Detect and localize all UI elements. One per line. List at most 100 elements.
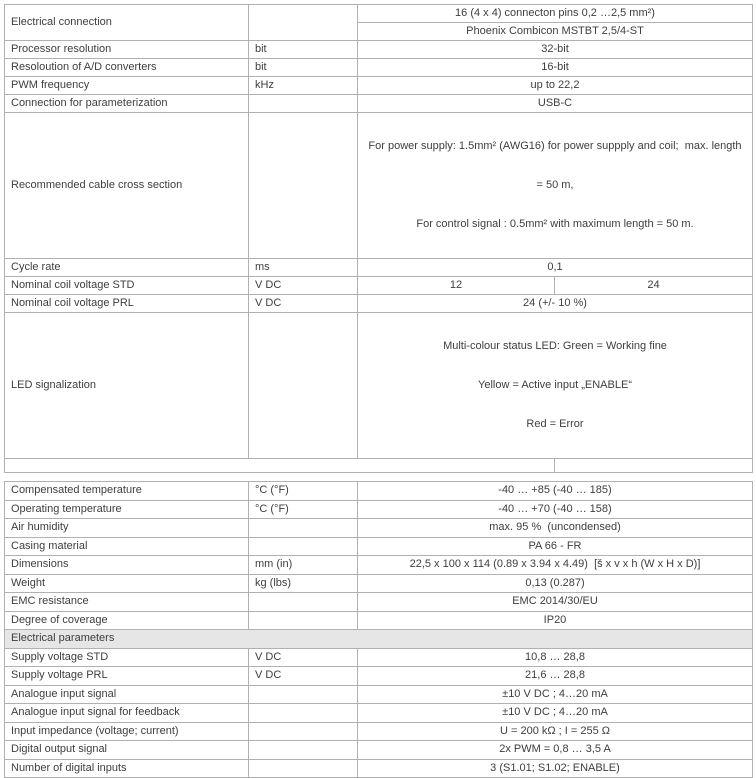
value-electrical-connection-pins: 16 (4 x 4) connecton pins 0,2 …2,5 mm²) bbox=[357, 4, 753, 23]
unit-dimensions: mm (in) bbox=[248, 555, 358, 575]
value-input-impedance: U = 200 kΩ ; I = 255 Ω bbox=[357, 721, 753, 741]
value-pwm-frequency: up to 22,2 bbox=[357, 76, 753, 95]
value-casing-material: PA 66 - FR bbox=[357, 536, 753, 556]
section-header-row: Electrical parameters bbox=[4, 629, 753, 649]
unit-cable-cross-section bbox=[248, 112, 358, 259]
unit-analogue-input-feedback bbox=[248, 703, 358, 723]
value-cycle-rate: 0,1 bbox=[357, 258, 753, 277]
label-coil-voltage-std: Nominal coil voltage STD bbox=[4, 276, 249, 295]
table-row-empty bbox=[4, 458, 753, 473]
value-processor-resolution: 32-bit bbox=[357, 40, 753, 59]
table-row: Cycle rate ms 0,1 bbox=[4, 258, 753, 277]
cable-cross-section-line: For power supply: 1.5mm² (AWG16) for pow… bbox=[368, 140, 742, 152]
unit-led-signalization bbox=[248, 312, 358, 459]
label-led-signalization: LED signalization bbox=[4, 312, 249, 459]
table-row: Digital output signal 2x PWM = 0,8 … 3,5… bbox=[4, 740, 753, 760]
specs-table-bottom: Compensated temperature °C (°F) -40 … +8… bbox=[4, 481, 753, 778]
unit-digital-inputs bbox=[248, 758, 358, 778]
led-signalization-line: Red = Error bbox=[526, 418, 584, 430]
value-led-signalization: Multi-colour status LED: Green = Working… bbox=[357, 312, 753, 459]
table-row: Degree of coverage IP20 bbox=[4, 610, 753, 630]
value-dimensions: 22,5 x 100 x 114 (0.89 x 3.94 x 4.49) [š… bbox=[357, 555, 753, 575]
value-coil-voltage-std-12: 12 bbox=[357, 276, 555, 295]
table-row: Weight kg (lbs) 0,13 (0.287) bbox=[4, 573, 753, 593]
table-row: Recommended cable cross section For powe… bbox=[4, 112, 753, 259]
unit-electrical-connection bbox=[248, 4, 358, 41]
cable-cross-section-line: = 50 m, bbox=[536, 179, 574, 191]
table-row: Resoloution of A/D converters bit 16-bit bbox=[4, 58, 753, 77]
table-row: Compensated temperature °C (°F) -40 … +8… bbox=[4, 481, 753, 501]
unit-processor-resolution: bit bbox=[248, 40, 358, 59]
table-row: Analogue input signal ±10 V DC ; 4…20 mA bbox=[4, 684, 753, 704]
unit-digital-output bbox=[248, 740, 358, 760]
table-row: PWM frequency kHz up to 22,2 bbox=[4, 76, 753, 95]
label-analogue-input-feedback: Analogue input signal for feedback bbox=[4, 703, 249, 723]
unit-weight: kg (lbs) bbox=[248, 573, 358, 593]
value-analogue-input: ±10 V DC ; 4…20 mA bbox=[357, 684, 753, 704]
table-row: EMC resistance EMC 2014/30/EU bbox=[4, 592, 753, 612]
label-air-humidity: Air humidity bbox=[4, 518, 249, 538]
value-ad-converter-resolution: 16-bit bbox=[357, 58, 753, 77]
value-coil-voltage-prl: 24 (+/- 10 %) bbox=[357, 294, 753, 313]
unit-supply-voltage-prl: V DC bbox=[248, 666, 358, 686]
table-row: Supply voltage STD V DC 10,8 … 28,8 bbox=[4, 647, 753, 667]
table-row: Supply voltage PRL V DC 21,6 … 28,8 bbox=[4, 666, 753, 686]
table-row: Input impedance (voltage; current) U = 2… bbox=[4, 721, 753, 741]
label-parameterization-connection: Connection for parameterization bbox=[4, 94, 249, 113]
unit-analogue-input bbox=[248, 684, 358, 704]
unit-coil-voltage-std: V DC bbox=[248, 276, 358, 295]
label-cable-cross-section: Recommended cable cross section bbox=[4, 112, 249, 259]
label-casing-material: Casing material bbox=[4, 536, 249, 556]
cable-cross-section-line: For control signal : 0.5mm² with maximum… bbox=[416, 218, 694, 230]
table-row: Nominal coil voltage PRL V DC 24 (+/- 10… bbox=[4, 294, 753, 313]
value-degree-of-coverage: IP20 bbox=[357, 610, 753, 630]
label-weight: Weight bbox=[4, 573, 249, 593]
table-row: Processor resolution bit 32-bit bbox=[4, 40, 753, 59]
value-electrical-connection-combicon: Phoenix Combicon MSTBT 2,5/4-ST bbox=[357, 22, 753, 41]
value-air-humidity: max. 95 % (uncondensed) bbox=[357, 518, 753, 538]
label-cycle-rate: Cycle rate bbox=[4, 258, 249, 277]
label-supply-voltage-prl: Supply voltage PRL bbox=[4, 666, 249, 686]
unit-pwm-frequency: kHz bbox=[248, 76, 358, 95]
label-degree-of-coverage: Degree of coverage bbox=[4, 610, 249, 630]
unit-cycle-rate: ms bbox=[248, 258, 358, 277]
value-parameterization-connection: USB-C bbox=[357, 94, 753, 113]
label-ad-converter-resolution: Resoloution of A/D converters bbox=[4, 58, 249, 77]
table-row: Nominal coil voltage STD V DC 12 24 bbox=[4, 276, 753, 295]
value-operating-temperature: -40 … +70 (-40 … 158) bbox=[357, 499, 753, 519]
unit-operating-temperature: °C (°F) bbox=[248, 499, 358, 519]
label-coil-voltage-prl: Nominal coil voltage PRL bbox=[4, 294, 249, 313]
unit-compensated-temperature: °C (°F) bbox=[248, 481, 358, 501]
table-row: Connection for parameterization USB-C bbox=[4, 94, 753, 113]
label-operating-temperature: Operating temperature bbox=[4, 499, 249, 519]
value-weight: 0,13 (0.287) bbox=[357, 573, 753, 593]
table-row: Operating temperature °C (°F) -40 … +70 … bbox=[4, 499, 753, 519]
label-processor-resolution: Processor resolution bbox=[4, 40, 249, 59]
unit-input-impedance bbox=[248, 721, 358, 741]
unit-coil-voltage-prl: V DC bbox=[248, 294, 358, 313]
value-supply-voltage-prl: 21,6 … 28,8 bbox=[357, 666, 753, 686]
label-emc-resistance: EMC resistance bbox=[4, 592, 249, 612]
table-row: Air humidity max. 95 % (uncondensed) bbox=[4, 518, 753, 538]
value-analogue-input-feedback: ±10 V DC ; 4…20 mA bbox=[357, 703, 753, 723]
label-analogue-input: Analogue input signal bbox=[4, 684, 249, 704]
table-row: Casing material PA 66 - FR bbox=[4, 536, 753, 556]
unit-ad-converter-resolution: bit bbox=[248, 58, 358, 77]
table-row: Electrical connection 16 (4 x 4) connect… bbox=[4, 4, 753, 41]
label-compensated-temperature: Compensated temperature bbox=[4, 481, 249, 501]
led-signalization-line: Yellow = Active input „ENABLE“ bbox=[478, 379, 632, 391]
section-gap bbox=[4, 473, 752, 481]
empty-cell-right bbox=[554, 458, 753, 473]
unit-supply-voltage-std: V DC bbox=[248, 647, 358, 667]
label-digital-output: Digital output signal bbox=[4, 740, 249, 760]
label-dimensions: Dimensions bbox=[4, 555, 249, 575]
unit-degree-of-coverage bbox=[248, 610, 358, 630]
section-header-electrical-parameters: Electrical parameters bbox=[4, 629, 753, 649]
specs-table-top: Electrical connection 16 (4 x 4) connect… bbox=[4, 4, 753, 473]
value-digital-output: 2x PWM = 0,8 … 3,5 A bbox=[357, 740, 753, 760]
label-electrical-connection: Electrical connection bbox=[4, 4, 249, 41]
label-pwm-frequency: PWM frequency bbox=[4, 76, 249, 95]
empty-cell-left bbox=[4, 458, 555, 473]
table-row: Number of digital inputs 3 (S1.01; S1.02… bbox=[4, 758, 753, 778]
label-digital-inputs: Number of digital inputs bbox=[4, 758, 249, 778]
